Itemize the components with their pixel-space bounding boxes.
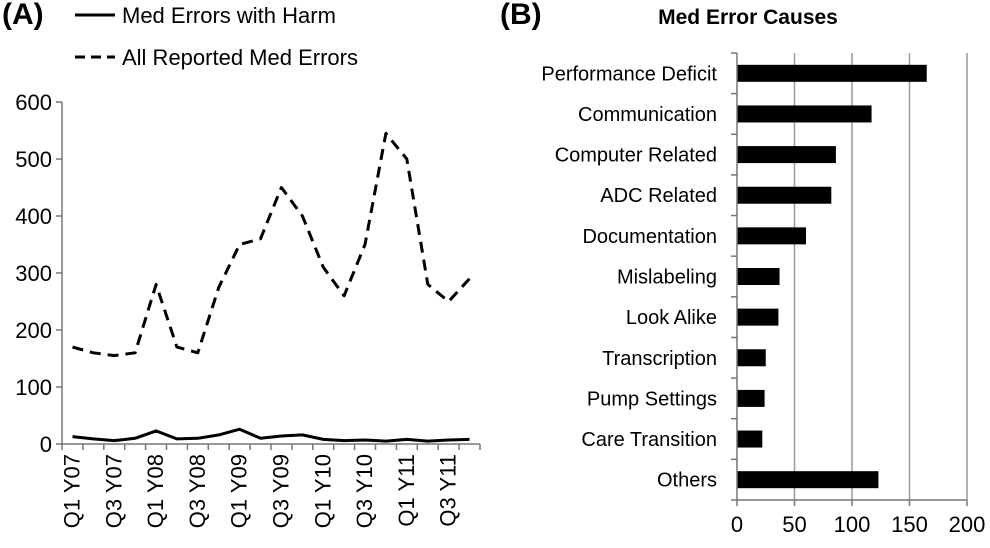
bar — [737, 471, 879, 489]
bar — [737, 64, 927, 82]
category-label: Mislabeling — [617, 267, 717, 289]
bar — [737, 268, 780, 285]
category-label: Transcription — [602, 348, 717, 370]
x-tick-label: Q1 Y08 — [143, 454, 168, 528]
x-tick-label: 200 — [949, 512, 986, 537]
x-tick-label: Q3 Y10 — [352, 454, 377, 528]
legend-label-all: All Reported Med Errors — [122, 45, 358, 70]
bar — [737, 105, 872, 123]
y-tick-label: 500 — [15, 147, 52, 172]
category-label: Documentation — [582, 226, 717, 248]
y-tick-label: 200 — [15, 318, 52, 343]
category-label: Communication — [578, 104, 717, 126]
x-tick-label: Q3 Y11 — [436, 454, 461, 527]
bar — [737, 227, 806, 245]
x-tick-label: Q1 Y11 — [394, 454, 419, 527]
y-tick-label: 300 — [15, 261, 52, 286]
legend-label-harm: Med Errors with Harm — [122, 3, 336, 28]
panel-label-a: (A) — [2, 0, 44, 31]
y-tick-label: 0 — [40, 432, 52, 457]
x-tick-label: Q1 Y10 — [310, 454, 335, 528]
category-label: Others — [657, 470, 717, 492]
category-label: Look Alike — [626, 307, 717, 329]
category-label: Performance Deficit — [541, 63, 717, 85]
x-tick-label: Q3 Y08 — [185, 454, 210, 528]
series-line-with-harm — [72, 427, 470, 443]
x-tick-label: 100 — [834, 512, 871, 537]
category-label: Pump Settings — [587, 388, 717, 410]
category-label: ADC Related — [600, 185, 717, 207]
x-tick-label: Q3 Y09 — [268, 454, 293, 528]
bar — [737, 389, 765, 407]
x-tick-label: Q1 Y07 — [59, 454, 84, 528]
x-tick-label: 50 — [782, 512, 806, 537]
y-tick-label: 400 — [15, 204, 52, 229]
line-chart-panel: (A) Med Errors with Harm All Reported Me… — [2, 0, 481, 528]
x-tick-label: 150 — [891, 512, 928, 537]
category-label: Care Transition — [581, 429, 717, 451]
bar-chart-panel: (B) Med Error Causes 0 50 100 150 200 Perform… — [500, 0, 985, 537]
bar — [737, 308, 779, 326]
bar-chart-title: Med Error Causes — [658, 6, 838, 29]
bar — [737, 430, 763, 448]
bar — [737, 349, 766, 367]
y-tick-label: 600 — [15, 90, 52, 115]
bar — [737, 146, 836, 164]
category-label: Computer Related — [555, 145, 717, 167]
panel-label-b: (B) — [500, 0, 542, 31]
bar — [737, 186, 832, 204]
y-tick-label: 100 — [15, 375, 52, 400]
x-tick-label: Q3 Y07 — [101, 454, 126, 528]
x-tick-label: 0 — [731, 512, 743, 537]
x-tick-label: Q1 Y09 — [227, 454, 252, 528]
series-line-all-reported — [72, 131, 471, 358]
